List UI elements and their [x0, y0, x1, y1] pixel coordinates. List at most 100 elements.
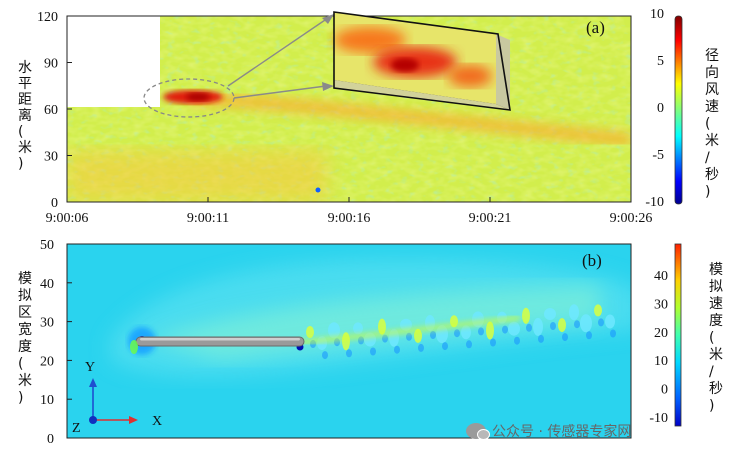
- panel-a-wake-trail: [189, 92, 631, 146]
- panel-a-colorbar-tick-label: 10: [650, 7, 664, 22]
- wake-vortex-shadow: [358, 336, 364, 345]
- wake-vortex-blob: [580, 314, 592, 333]
- wake-vortex-shadow: [514, 336, 520, 345]
- panel-a-y-ticks: 0 30 60 90 120: [37, 10, 72, 211]
- wake-vortex-shadow: [574, 320, 580, 329]
- wake-vortex-blob: [436, 325, 448, 344]
- panel-a-colorbar-tick-label: 5: [657, 54, 664, 69]
- wechat-icon: [466, 423, 490, 440]
- panel-a-colorbar-label: 径向风速(米/秒): [705, 48, 719, 200]
- wake-vortex-blob: [353, 322, 363, 335]
- wake-vortex-blob: [461, 325, 471, 340]
- panel-a-colorbar-tick-label: 0: [657, 101, 664, 116]
- wake-vortex-shadow: [454, 329, 460, 338]
- panel-a-colorbar-tick-label: -5: [652, 148, 664, 163]
- panel-a-zoom-arrowhead-top: [322, 14, 334, 24]
- wake-vortex-blob: [558, 318, 566, 333]
- panel-a-x-ticks: 9:00:06 9:00:11 9:00:16 9:00:21 9:00:26: [46, 197, 653, 226]
- wake-vortex-shadow: [490, 338, 496, 347]
- wake-vortex-blob: [414, 328, 422, 343]
- wake-vortex-shadow: [406, 332, 412, 341]
- panel-a-x-tick-label: 9:00:06: [46, 211, 89, 226]
- panel-b-colorbar-tick-label: 20: [654, 326, 668, 341]
- wake-vortex-blob: [342, 332, 350, 351]
- wake-vortex-shadow: [382, 334, 388, 343]
- panel-b-axes-triad: Y X Z: [72, 360, 162, 436]
- wake-vortex-shadow: [550, 322, 556, 330]
- wake-vortex-shadow: [346, 349, 352, 358]
- watermark: 公众号 · 传感器专家网: [466, 420, 631, 442]
- wake-vortex-blob: [605, 314, 615, 329]
- panel-a-x-tick-label: 9:00:26: [610, 211, 653, 226]
- panel-a-x-tick-label: 9:00:16: [328, 211, 371, 226]
- wake-vortex-blob: [594, 304, 602, 317]
- wake-vortex-shadow: [502, 325, 508, 334]
- wake-vortex-shadow: [610, 329, 616, 338]
- panel-b-colorbar-tick-label: 0: [661, 383, 668, 398]
- panel-a-y-tick-label: 90: [44, 57, 58, 72]
- panel-b-y-tick-label: 50: [40, 238, 54, 253]
- wake-vortex-blob: [569, 304, 579, 321]
- panel-b-y-tick-label: 10: [40, 393, 54, 408]
- triad-z-label: Z: [72, 421, 81, 436]
- wake-vortex-blob: [508, 321, 520, 336]
- panel-b-y-tick-label: 40: [40, 277, 54, 292]
- panel-a-ylabel: 水平距离(米): [18, 60, 32, 172]
- wake-vortex-blob: [400, 318, 412, 331]
- wake-vortex-shadow: [442, 342, 448, 351]
- panel-a-zoom-connector-top: [227, 17, 329, 87]
- panel-a-colorbar-tick-label: -10: [645, 195, 664, 210]
- wake-vortex-shadow: [322, 351, 328, 360]
- wake-vortex-blob: [486, 321, 494, 340]
- panel-b-tag: (b): [582, 251, 602, 270]
- panel-a-ylabel-text: 水平距离(米): [18, 60, 32, 172]
- wake-vortex-shadow: [538, 334, 544, 343]
- panel-b-nose-flow: [130, 340, 138, 354]
- wake-vortex-shadow: [478, 327, 484, 336]
- wake-vortex-shadow: [466, 340, 472, 349]
- watermark-text: 公众号 · 传感器专家网: [492, 424, 632, 440]
- panel-b-colorbar-ticks: 40 30 20 10 0 -10: [649, 269, 668, 426]
- wake-vortex-blob: [378, 318, 386, 335]
- panel-a-colorbar: 10 5 0 -5 -10 径向风速(米/秒): [645, 7, 719, 210]
- panel-b-colorbar-tick-label: 30: [654, 297, 668, 312]
- wake-vortex-blob: [522, 307, 530, 324]
- wake-vortex-shadow: [598, 318, 604, 327]
- panel-a-y-tick-label: 60: [44, 103, 58, 118]
- panel-a-x-tick-label: 9:00:11: [187, 211, 229, 226]
- panel-a-colorbar-ticks: 10 5 0 -5 -10: [645, 7, 664, 210]
- wake-vortex-shadow: [370, 347, 376, 356]
- panel-b-colorbar-tick-label: 10: [654, 354, 668, 369]
- panel-a-zoom-inset: [333, 11, 511, 111]
- wake-vortex-blob: [328, 322, 340, 339]
- panel-a-wake-core-peak: [186, 93, 210, 101]
- triad-y-label: Y: [85, 360, 95, 375]
- panel-a-no-data-region: [67, 16, 160, 107]
- panel-b-frame: [66, 243, 632, 439]
- panel-a-negative-speck: [315, 187, 321, 193]
- panel-a-zoom-connector-bottom: [233, 85, 327, 99]
- panel-b-ylabel: 模拟区宽度(米): [18, 271, 32, 406]
- panel-b-y-tick-label: 0: [47, 432, 54, 447]
- panel-b-colorbar-tick-label: 40: [654, 269, 668, 284]
- wake-vortex-shadow: [562, 333, 568, 342]
- wake-vortex-shadow: [526, 323, 532, 332]
- wake-vortex-blob: [544, 308, 556, 320]
- panel-b-colorbar: 40 30 20 10 0 -10 模拟速度(米/秒): [649, 243, 723, 427]
- panel-a-lower-warm-band: [67, 150, 327, 202]
- panel-a-tag: (a): [586, 18, 605, 37]
- panel-b-y-tick-label: 30: [40, 316, 54, 331]
- panel-a-zoom-arrowhead-bottom: [322, 82, 334, 91]
- panel-b-colorbar-tick-label: -10: [649, 411, 668, 426]
- wake-vortex-shadow: [430, 331, 436, 339]
- panel-b-colorbar-label: 模拟速度(米/秒): [709, 262, 723, 414]
- panel-a-y-tick-label: 30: [44, 150, 58, 165]
- panel-b-y-ticks: 0 10 20 30 40 50: [40, 238, 72, 447]
- wake-vortex-blob: [306, 326, 314, 338]
- panel-a-y-tick-label: 120: [37, 10, 58, 25]
- wake-vortex-shadow: [586, 331, 592, 340]
- panel-a-y-tick-label: 0: [51, 196, 58, 211]
- panel-b-y-tick-label: 20: [40, 354, 54, 369]
